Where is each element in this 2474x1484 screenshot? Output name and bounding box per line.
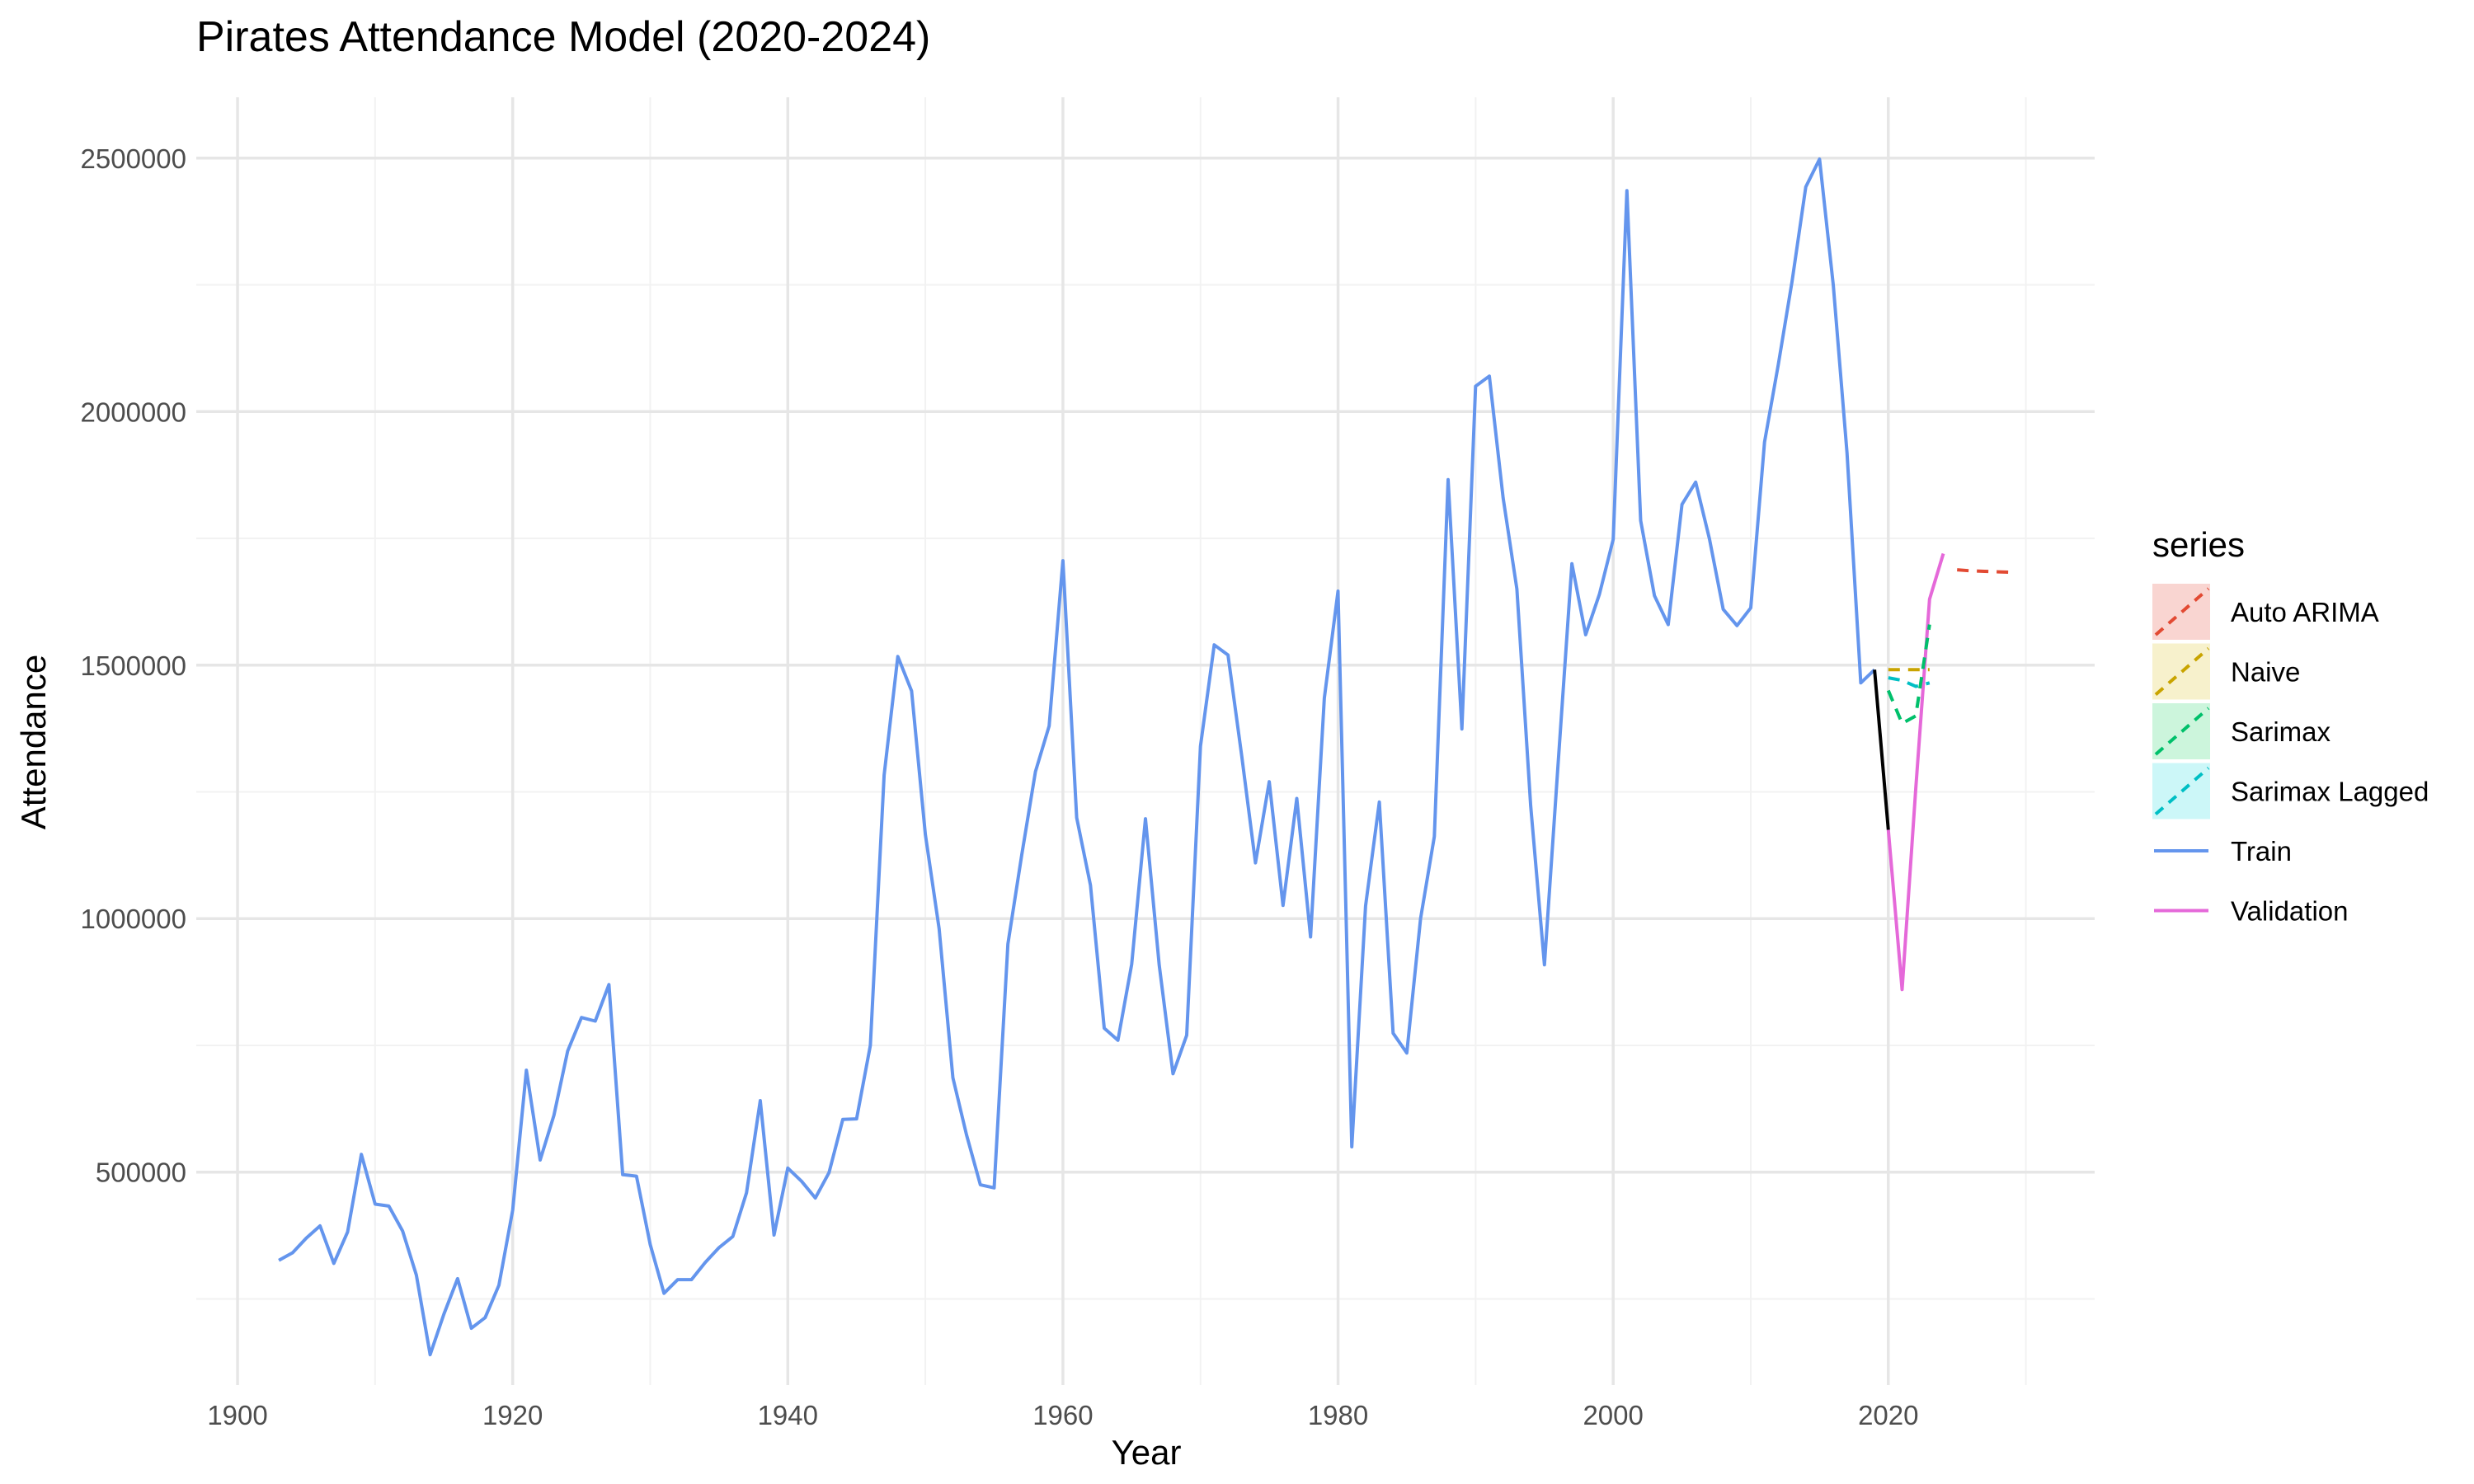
y-tick-label: 1000000 — [81, 904, 186, 934]
y-tick-label: 2500000 — [81, 143, 186, 174]
y-axis: 500000 1000000 1500000 2000000 2500000 — [81, 143, 186, 1188]
plot-series — [278, 157, 2012, 1357]
legend-key-line — [2154, 646, 2210, 697]
series-line-train — [278, 157, 1876, 1357]
legend-key-line — [2154, 766, 2210, 816]
legend: series Auto ARIMA Naive Sarimax Sarimax Lag… — [2152, 525, 2429, 927]
x-axis: 1900 1920 1940 1960 1980 2000 2020 — [207, 1400, 1918, 1430]
legend-label: Train — [2231, 836, 2292, 866]
legend-label: Naive — [2231, 657, 2300, 688]
legend-title: series — [2152, 525, 2245, 564]
chart-title: Pirates Attendance Model (2020-2024) — [196, 13, 930, 61]
legend-label: Sarimax Lagged — [2231, 777, 2429, 807]
x-tick-label: 1900 — [207, 1400, 267, 1430]
x-tick-label: 2020 — [1858, 1400, 1918, 1430]
series-line-validation — [1886, 552, 1945, 992]
x-tick-label: 1980 — [1308, 1400, 1368, 1430]
legend-item-train: Train — [2154, 836, 2292, 866]
x-tick-label: 2000 — [1583, 1400, 1643, 1430]
grid — [196, 97, 2095, 1385]
legend-item-sarimax: Sarimax — [2152, 703, 2331, 759]
x-tick-label: 1940 — [758, 1400, 818, 1430]
y-tick-label: 500000 — [96, 1158, 186, 1188]
series-line-sarimax — [1886, 624, 1931, 726]
series-line-sarimax-lagged — [1888, 676, 1931, 688]
legend-key-line — [2154, 707, 2210, 756]
legend-item-naive: Naive — [2152, 643, 2300, 700]
legend-item-auto-arima: Auto ARIMA — [2152, 584, 2379, 640]
legend-label: Validation — [2231, 896, 2349, 927]
legend-key-line — [2154, 587, 2210, 636]
y-tick-label: 1500000 — [81, 650, 186, 681]
x-axis-title: Year — [1112, 1433, 1182, 1472]
x-tick-label: 1960 — [1032, 1400, 1093, 1430]
y-tick-label: 2000000 — [81, 397, 186, 427]
legend-item-sarimax-lagged: Sarimax Lagged — [2152, 763, 2429, 819]
x-tick-label: 1920 — [482, 1400, 543, 1430]
y-axis-title: Attendance — [14, 655, 53, 830]
legend-label: Sarimax — [2231, 716, 2331, 747]
legend-item-validation: Validation — [2154, 896, 2349, 927]
legend-label: Auto ARIMA — [2231, 597, 2379, 627]
series-line-auto-arima — [1957, 568, 2012, 575]
series-line-connector — [1873, 669, 1890, 830]
